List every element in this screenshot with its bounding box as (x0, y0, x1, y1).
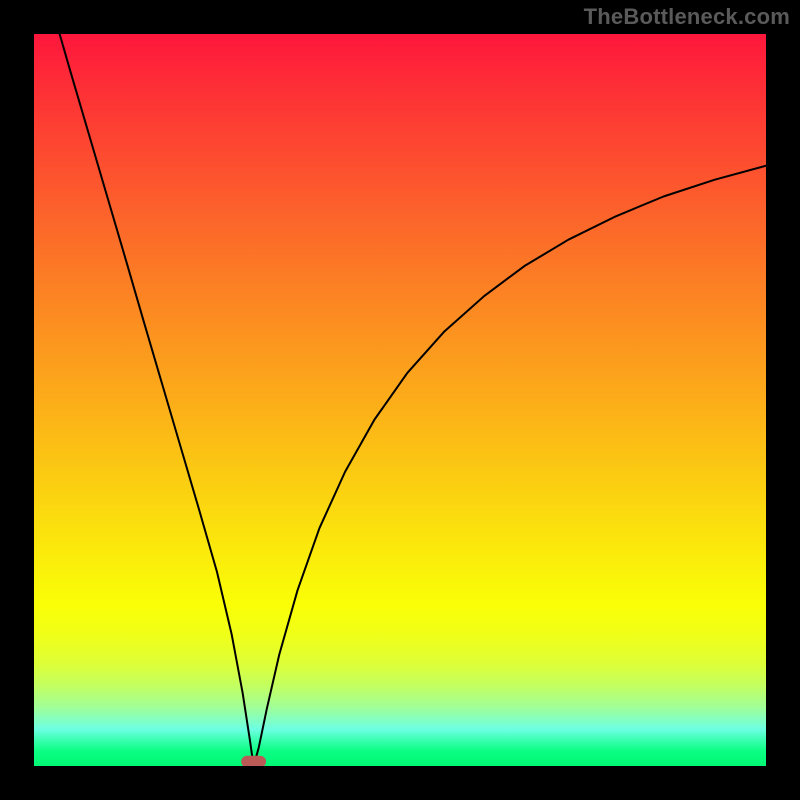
plot-svg (34, 34, 766, 766)
min-marker (241, 756, 266, 766)
chart-frame: TheBottleneck.com (0, 0, 800, 800)
chart-background (34, 34, 766, 766)
watermark-text: TheBottleneck.com (584, 4, 790, 30)
plot-area (34, 34, 766, 766)
